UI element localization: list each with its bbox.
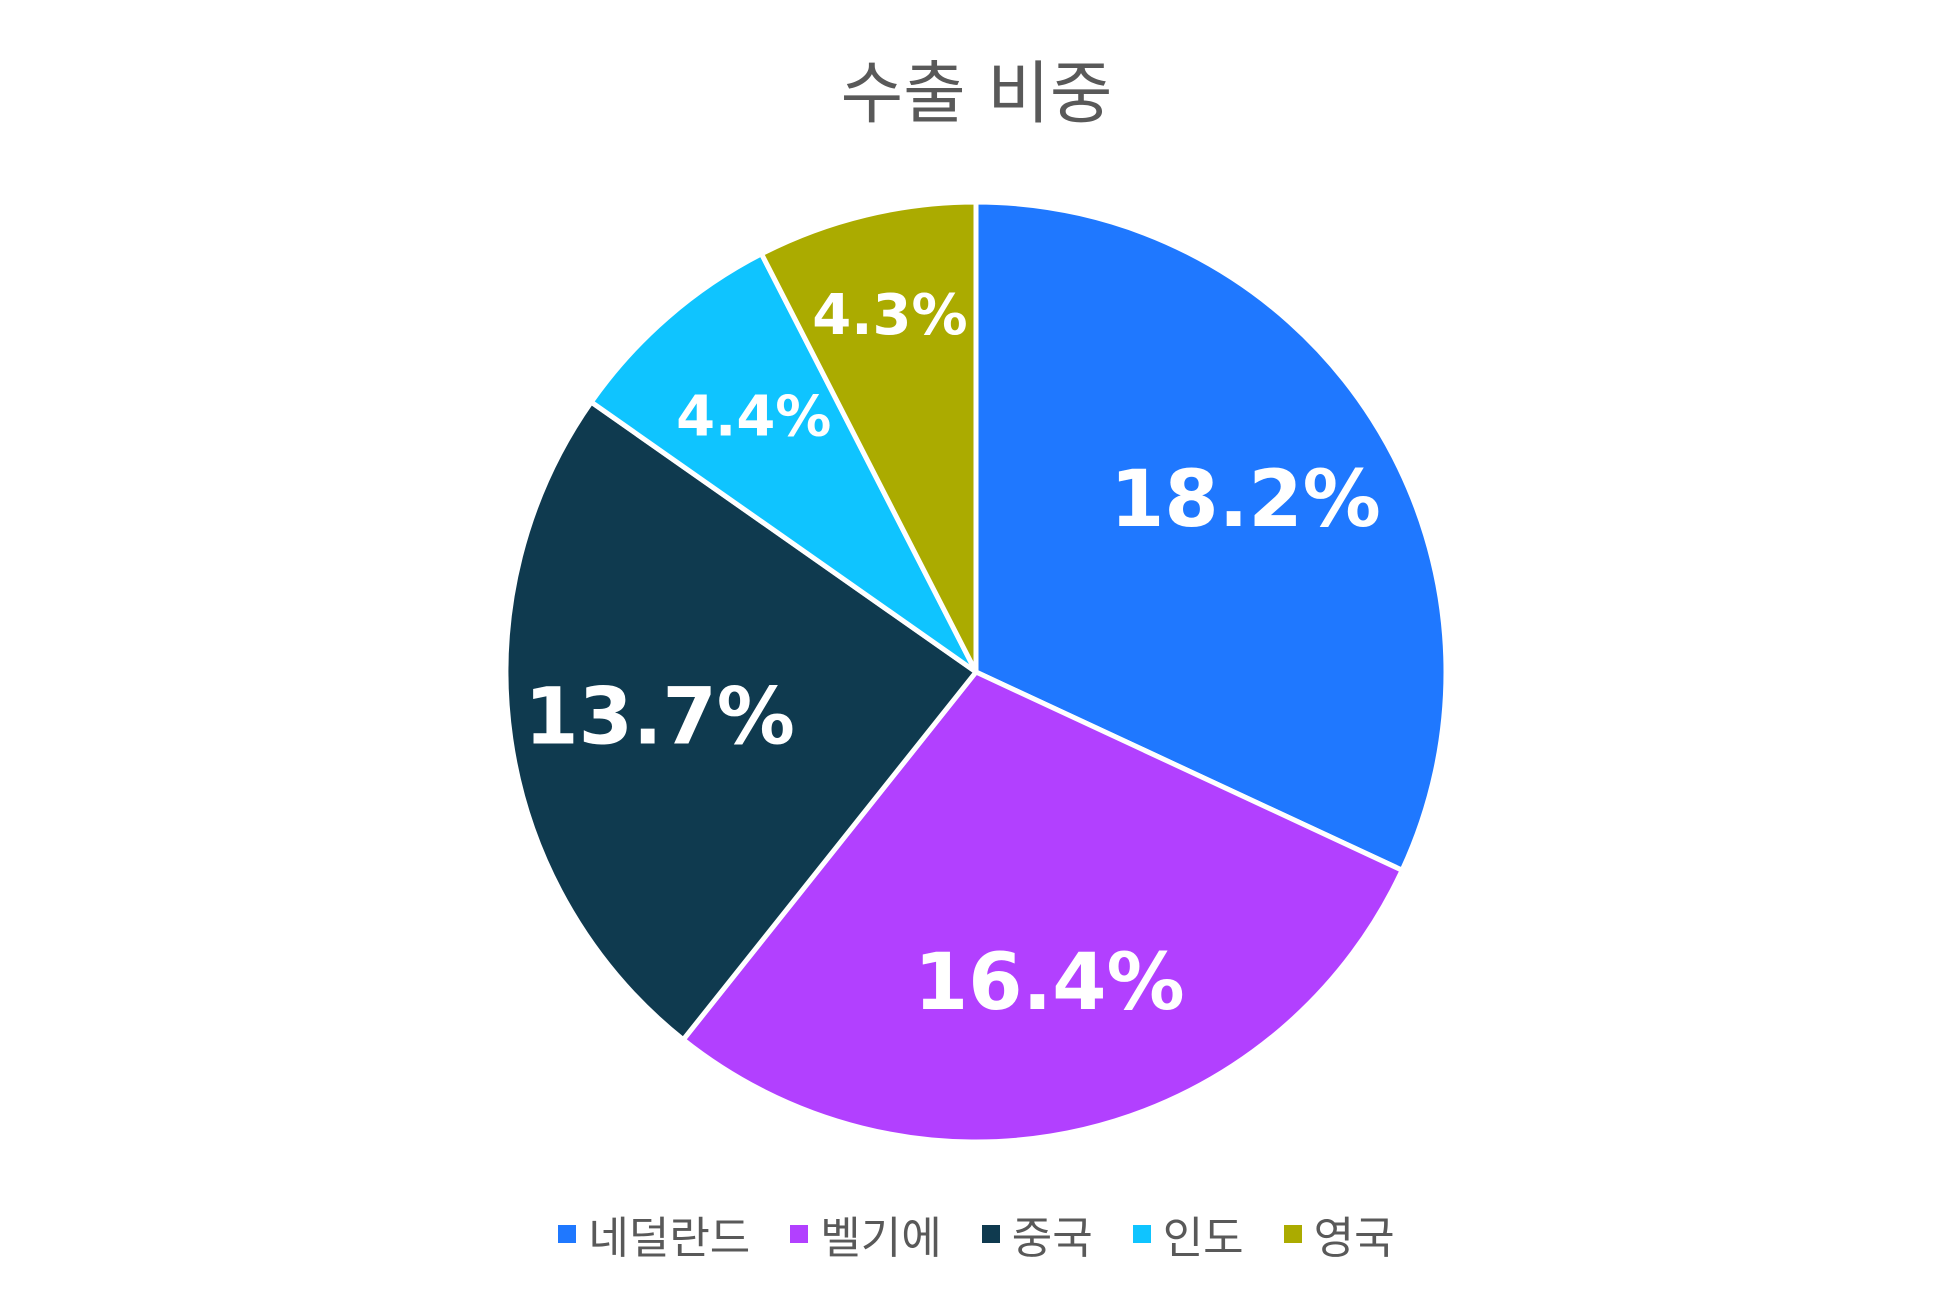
pie-labels: 18.2% 16.4% 13.7% 4.4% 4.3% [524,283,1380,1028]
legend-label: 인도 [1162,1213,1244,1264]
pie-slice [503,399,979,1043]
pie-slice [758,199,979,675]
legend-item: 네덜란드 [558,1202,750,1266]
legend-swatch [1132,1225,1151,1243]
legend-swatch [790,1225,809,1243]
data-label: 13.7% [524,673,795,763]
pie-slice [973,199,1449,873]
legend-swatch [981,1225,1000,1243]
legend-swatch [558,1225,577,1243]
legend-item: 인도 [1132,1202,1244,1266]
legend-item: 중국 [981,1202,1093,1266]
pie-slice [680,669,1405,1145]
legend-swatch [1283,1225,1302,1243]
legend-item: 벨기에 [790,1202,942,1266]
pie-slice [588,251,979,675]
data-label: 16.4% [914,938,1185,1028]
chart-title: 수출 비중 [840,55,1113,134]
data-label: 4.4% [676,384,831,449]
data-label: 18.2% [1110,455,1381,545]
legend-label: 네덜란드 [588,1213,751,1264]
pie-slices [503,199,1449,1145]
legend-item: 영국 [1283,1202,1395,1266]
legend-label: 중국 [1011,1213,1093,1264]
legend-label: 영국 [1313,1213,1395,1264]
legend: 네덜란드 벨기에 중국 인도 영국 [0,1202,1953,1266]
legend-label: 벨기에 [820,1213,942,1264]
data-label: 4.3% [812,283,967,348]
